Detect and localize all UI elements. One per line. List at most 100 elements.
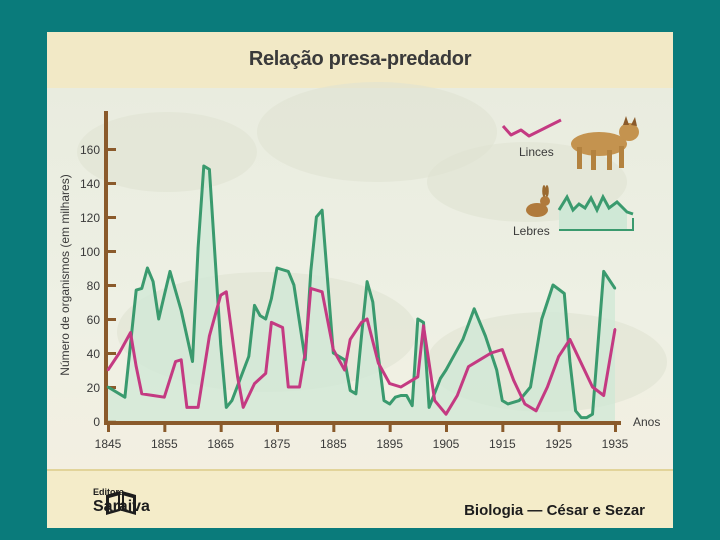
linces-point — [456, 394, 459, 397]
y-tick — [108, 284, 116, 287]
slide-title: Relação presa-predador — [248, 48, 472, 70]
lebres-point — [303, 358, 307, 361]
lebres-area — [108, 166, 615, 421]
linces-point — [180, 358, 183, 361]
y-tick — [108, 216, 116, 219]
lebres-point — [225, 406, 228, 409]
y-tick — [108, 182, 116, 185]
lebres-point — [371, 300, 374, 304]
x-tick-label: 1875 — [264, 437, 291, 451]
lebres-point — [309, 270, 312, 273]
lebres-point — [123, 396, 127, 399]
background-blotch — [257, 82, 497, 182]
lebres-point — [580, 416, 583, 419]
x-tick — [557, 425, 561, 432]
lebres-point — [501, 399, 504, 402]
lebres-point — [343, 358, 346, 361]
lebres-point — [253, 304, 256, 307]
legend: Linces Lebres — [501, 116, 639, 238]
lebres-point — [472, 307, 476, 310]
linces-point — [185, 406, 189, 409]
linces-point — [568, 338, 572, 341]
linces-point — [219, 294, 222, 297]
linces-point — [242, 406, 245, 409]
y-tick — [108, 352, 116, 355]
lebres-point — [134, 288, 138, 292]
lebres-point — [320, 209, 324, 212]
linces-point — [174, 360, 177, 363]
lebres-point — [382, 399, 386, 402]
background-blotch — [77, 112, 257, 192]
x-tick — [219, 425, 223, 432]
linces-point — [512, 379, 515, 382]
linces-point — [580, 362, 583, 365]
lebres-point — [551, 283, 555, 287]
linces-point — [388, 382, 391, 385]
footer: Editora Saraiva Biologia — César e Sezar — [47, 469, 673, 528]
lebres-point — [180, 309, 183, 312]
y-tick-label: 20 — [87, 381, 101, 395]
lebres-point — [365, 280, 369, 283]
y-tick — [108, 420, 116, 423]
lebres-point — [613, 287, 617, 290]
lebres-point — [568, 360, 572, 363]
linces-point — [163, 396, 166, 399]
y-axis-title: Número de organismos (em milhares) — [58, 174, 72, 375]
linces-point — [343, 368, 346, 372]
legend-linces-label: Linces — [519, 145, 554, 159]
lebres-point — [529, 385, 532, 389]
legend-lebres-area — [559, 197, 627, 230]
lebres-point — [540, 317, 543, 321]
x-tick-label: 1915 — [489, 437, 516, 451]
lebres-point — [411, 404, 414, 407]
hare-icon — [526, 185, 550, 217]
lebres-point — [146, 266, 149, 270]
x-tick — [501, 425, 505, 432]
lebres-point — [292, 283, 296, 287]
linces-point — [134, 365, 138, 368]
lebres-point — [140, 287, 143, 290]
x-tick-label: 1895 — [376, 437, 403, 451]
lebres-point — [202, 164, 205, 168]
linces-point — [591, 385, 594, 389]
lebres-point — [258, 314, 262, 317]
linces-point — [546, 385, 549, 389]
lebres-point — [405, 394, 408, 397]
linces-point — [298, 385, 301, 389]
lebres-point — [196, 246, 200, 249]
lebres-point — [461, 338, 465, 341]
y-tick-label: 60 — [87, 313, 101, 327]
linces-point — [377, 362, 380, 365]
y-tick-label: 160 — [80, 143, 100, 157]
lynx-icon — [571, 116, 639, 170]
linces-point — [365, 317, 369, 321]
y-tick-label: 40 — [87, 347, 101, 361]
x-tick-label: 1865 — [207, 437, 234, 451]
y-tick — [108, 250, 116, 253]
lebres-point — [270, 297, 273, 300]
lebres-point — [191, 360, 194, 363]
lebres-series-line — [107, 164, 617, 420]
linces-point — [416, 375, 420, 378]
lebres-point — [506, 402, 510, 406]
linces-point — [281, 326, 284, 329]
y-tick-label: 100 — [80, 245, 100, 259]
linces-point — [270, 321, 273, 324]
lebres-point — [230, 399, 234, 402]
legend-linces-line — [501, 118, 562, 138]
linces-point — [360, 321, 363, 324]
lebres-point — [388, 402, 391, 406]
y-tick — [108, 148, 116, 151]
lebres-point — [326, 280, 329, 283]
lebres-point — [484, 334, 487, 338]
linces-point — [118, 351, 121, 355]
y-tick-label: 140 — [80, 177, 100, 191]
slide: Relação presa-predador 0 20 40 60 80 100 120 14… — [47, 32, 673, 528]
lebres-point — [106, 385, 110, 389]
linces-point — [309, 287, 312, 290]
linces-point — [208, 334, 211, 338]
x-tick — [107, 425, 110, 432]
lebres-point — [585, 416, 589, 419]
lebres-point — [275, 266, 279, 270]
y-tick — [108, 386, 116, 389]
